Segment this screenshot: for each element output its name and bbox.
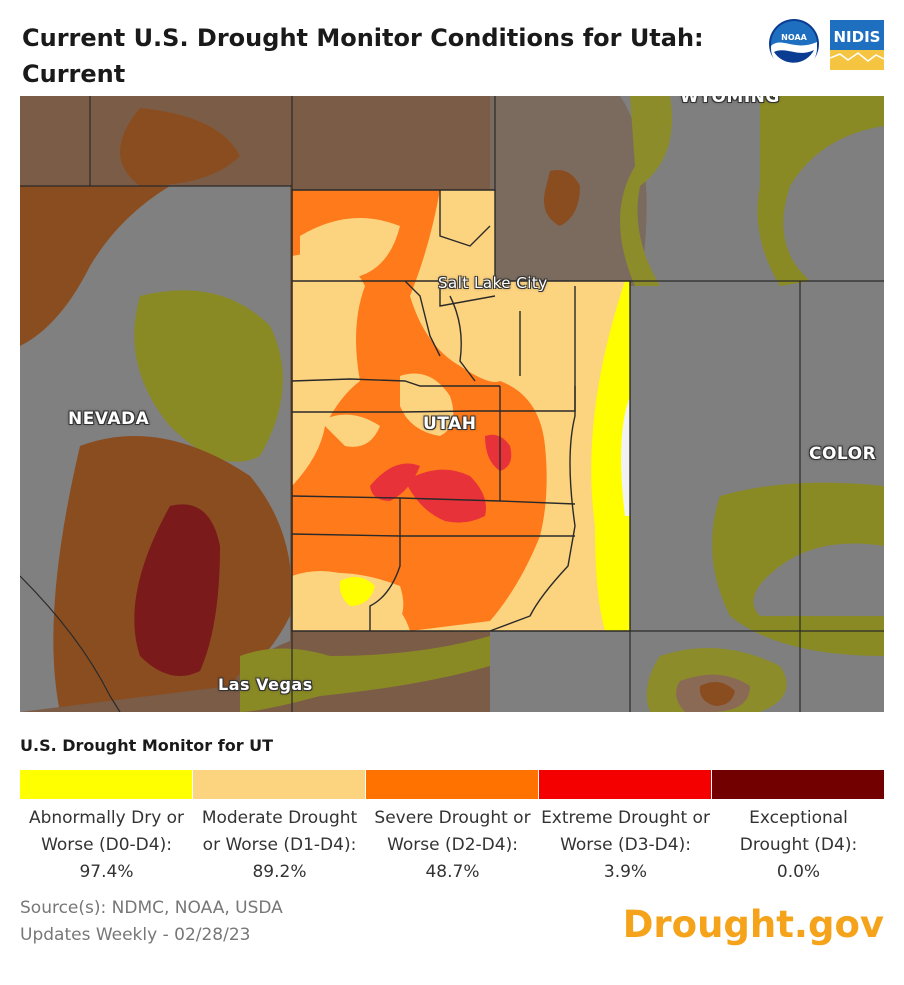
logo-group: NOAA NIDIS (768, 18, 888, 72)
state-borders (20, 96, 884, 712)
legend-value-d4: 0.0% (776, 862, 821, 882)
legend-label-d1: Moderate Drought or Worse (D1-D4): (201, 808, 358, 855)
region-d3-utah-west (370, 463, 420, 501)
legend-item-d1: Moderate Drought or Worse (D1-D4): 89.2% (193, 770, 366, 886)
map-canvas (20, 96, 884, 712)
region-d3-nevada (134, 504, 220, 676)
legend: Abnormally Dry or Worse (D0-D4): 97.4% M… (20, 770, 885, 886)
region-d0-wyoming-east (757, 96, 884, 286)
map-label-wyoming: WYOMING (680, 96, 780, 107)
region-d3-utah-central (405, 469, 486, 523)
legend-label-d4: Exceptional Drought (D4): (739, 808, 858, 855)
map-label-utah: UTAH (423, 414, 477, 434)
region-d0-nevada (134, 290, 283, 462)
source-info: Source(s): NDMC, NOAA, USDA Updates Week… (20, 895, 283, 949)
noaa-logo[interactable]: NOAA (768, 18, 820, 70)
noaa-logo-text: NOAA (781, 33, 807, 42)
legend-value-d0: 97.4% (79, 862, 134, 882)
legend-swatch-d1 (193, 770, 366, 799)
legend-item-d4: Exceptional Drought (D4): 0.0% (712, 770, 885, 886)
legend-item-d0: Abnormally Dry or Worse (D0-D4): 97.4% (20, 770, 193, 886)
region-d0-wyoming (620, 96, 672, 286)
legend-label-d2: Severe Drought or Worse (D2-D4): (374, 808, 531, 855)
region-d2-wyoming (544, 170, 580, 226)
region-d2-nevada-north (20, 186, 170, 346)
legend-value-d1: 89.2% (252, 862, 307, 882)
legend-swatch-d2 (366, 770, 539, 799)
map-label-nevada: NEVADA (68, 409, 150, 429)
nidis-logo[interactable]: NIDIS (830, 20, 884, 70)
drought-map[interactable]: WYOMING Salt Lake City UTAH NEVADA COLOR… (20, 96, 884, 712)
update-text: Updates Weekly - 02/28/23 (20, 925, 251, 945)
map-label-colorado: COLOR (809, 444, 877, 464)
legend-value-d3: 3.9% (603, 862, 648, 882)
legend-item-d3: Extreme Drought or Worse (D3-D4): 3.9% (539, 770, 712, 886)
legend-label-d3: Extreme Drought or Worse (D3-D4): (541, 808, 710, 855)
region-d0-south (240, 636, 490, 712)
region-d3-utah-east (485, 434, 512, 471)
map-label-salt-lake-city: Salt Lake City (438, 274, 548, 292)
region-d2-idaho (120, 108, 240, 186)
legend-label-d0: Abnormally Dry or Worse (D0-D4): (28, 808, 185, 855)
region-d0-colorado (712, 482, 884, 656)
region-d2-southeast (699, 682, 735, 706)
legend-swatch-d0 (20, 770, 193, 799)
legend-swatch-d4 (712, 770, 885, 799)
region-d0-utah-east (591, 281, 630, 631)
legend-item-d2: Severe Drought or Worse (D2-D4): 48.7% (366, 770, 539, 886)
page-title: Current U.S. Drought Monitor Conditions … (22, 24, 704, 88)
source-text: Source(s): NDMC, NOAA, USDA (20, 898, 283, 918)
legend-value-d2: 48.7% (425, 862, 480, 882)
map-label-las-vegas: Las Vegas (218, 675, 313, 694)
region-d0-utah-south (339, 577, 375, 606)
legend-title: U.S. Drought Monitor for UT (20, 736, 274, 755)
nidis-logo-text: NIDIS (834, 28, 881, 46)
legend-swatch-d3 (539, 770, 712, 799)
drought-gov-link[interactable]: Drought.gov (622, 903, 884, 946)
